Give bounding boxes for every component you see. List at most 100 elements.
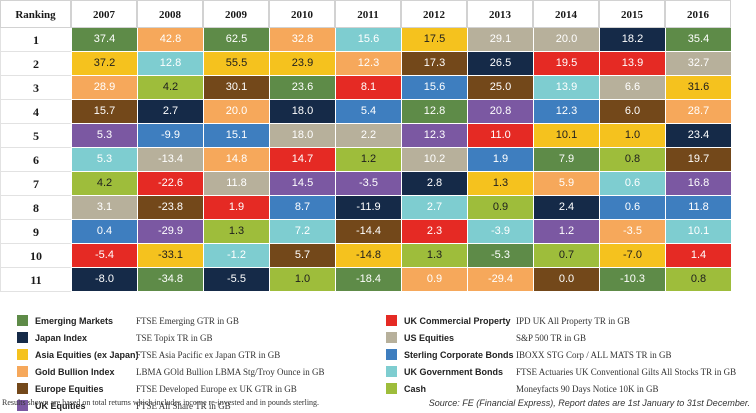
return-cell: -1.2: [204, 244, 269, 267]
return-cell: 4.2: [72, 172, 137, 195]
return-cell: 20.0: [204, 100, 269, 123]
return-cell: 12.8: [402, 100, 467, 123]
return-cell: 1.3: [402, 244, 467, 267]
year-header: 2015: [599, 0, 665, 28]
legend: Emerging Markets FTSE Emerging GTR in GB J…: [0, 313, 756, 413]
return-cell: 5.4: [336, 100, 401, 123]
legend-entry: Emerging Markets FTSE Emerging GTR in GB: [17, 314, 377, 328]
return-cell: 5.7: [270, 244, 335, 267]
legend-asset-name: Emerging Markets: [35, 316, 114, 326]
return-cell: 1.3: [204, 220, 269, 243]
legend-entry: UK Equities FTSE All Share TR in GB: [17, 399, 377, 413]
return-cell: -5.3: [468, 244, 533, 267]
legend-swatch: [386, 332, 397, 343]
rank-label: 10: [0, 244, 71, 268]
rank-label: 6: [0, 148, 71, 172]
legend-entry: US Equities S&P 500 TR in GB: [386, 331, 754, 345]
legend-swatch: [17, 383, 28, 394]
legend-entry: Asia Equities (ex Japan) FTSE Asia Pacifi…: [17, 348, 377, 362]
return-cell: 8.1: [336, 76, 401, 99]
return-cell: 5.3: [72, 148, 137, 171]
return-cell: 18.2: [600, 28, 665, 51]
return-cell: 0.6: [600, 172, 665, 195]
return-cell: 6.0: [600, 100, 665, 123]
return-cell: -33.1: [138, 244, 203, 267]
return-cell: 0.9: [402, 268, 467, 291]
return-cell: 0.7: [534, 244, 599, 267]
return-cell: 23.6: [270, 76, 335, 99]
return-cell: 23.4: [666, 124, 731, 147]
return-cell: 13.9: [600, 52, 665, 75]
year-header: 2016: [665, 0, 731, 28]
legend-index-name: FTSE Emerging GTR in GB: [136, 316, 239, 326]
return-cell: 1.0: [600, 124, 665, 147]
return-cell: 2.7: [138, 100, 203, 123]
legend-entry: UK Government Bonds FTSE Actuaries UK Con…: [386, 365, 754, 379]
return-cell: 35.4: [666, 28, 731, 51]
return-cell: 1.9: [468, 148, 533, 171]
return-cell: 11.0: [468, 124, 533, 147]
year-header: 2012: [401, 0, 467, 28]
legend-asset-name: Gold Bullion Index: [35, 367, 115, 377]
return-cell: 16.8: [666, 172, 731, 195]
return-cell: 18.0: [270, 124, 335, 147]
return-cell: 19.5: [534, 52, 599, 75]
return-cell: 5.9: [534, 172, 599, 195]
rank-label: 1: [0, 28, 71, 52]
legend-index-name: IBOXX STG Corp / ALL MATS TR in GB: [516, 350, 672, 360]
legend-index-name: FTSE Asia Pacific ex Japan GTR in GB: [136, 350, 281, 360]
return-cell: 1.9: [204, 196, 269, 219]
return-cell: 10.1: [534, 124, 599, 147]
return-cell: -5.4: [72, 244, 137, 267]
return-cell: -8.0: [72, 268, 137, 291]
return-cell: -14.8: [336, 244, 401, 267]
return-cell: 20.0: [534, 28, 599, 51]
rank-label: 3: [0, 76, 71, 100]
return-cell: 37.4: [72, 28, 137, 51]
return-cell: 25.0: [468, 76, 533, 99]
return-cell: 0.0: [534, 268, 599, 291]
return-cell: 23.9: [270, 52, 335, 75]
legend-asset-name: Sterling Corporate Bonds: [404, 350, 514, 360]
return-cell: 0.6: [600, 196, 665, 219]
legend-entry: UK Commercial Property IPD UK All Propert…: [386, 314, 754, 328]
return-cell: 55.5: [204, 52, 269, 75]
legend-swatch: [386, 349, 397, 360]
legend-asset-name: US Equities: [404, 333, 455, 343]
return-cell: 14.8: [204, 148, 269, 171]
legend-swatch: [17, 315, 28, 326]
return-cell: 1.0: [270, 268, 335, 291]
return-cell: -9.9: [138, 124, 203, 147]
return-cell: 0.9: [468, 196, 533, 219]
legend-asset-name: Cash: [404, 384, 427, 394]
return-cell: -29.4: [468, 268, 533, 291]
rank-label: 5: [0, 124, 71, 148]
return-cell: 31.6: [666, 76, 731, 99]
legend-swatch: [17, 349, 28, 360]
return-cell: 37.2: [72, 52, 137, 75]
return-cell: 14.7: [270, 148, 335, 171]
return-cell: 1.3: [468, 172, 533, 195]
return-cell: 12.3: [336, 52, 401, 75]
return-cell: -3.9: [468, 220, 533, 243]
return-cell: 10.1: [666, 220, 731, 243]
return-cell: 3.1: [72, 196, 137, 219]
return-cell: 12.8: [138, 52, 203, 75]
return-cell: 12.3: [402, 124, 467, 147]
legend-index-name: Moneyfacts 90 Days Notice 10K in GB: [516, 384, 659, 394]
year-header: 2009: [203, 0, 269, 28]
return-cell: -7.0: [600, 244, 665, 267]
legend-entry: Cash Moneyfacts 90 Days Notice 10K in GB: [386, 382, 754, 396]
return-cell: 15.7: [72, 100, 137, 123]
legend-index-name: LBMA GOld Bullion LBMA Stg/Troy Ounce in…: [136, 367, 325, 377]
year-header: 2008: [137, 0, 203, 28]
return-cell: 62.5: [204, 28, 269, 51]
return-cell: 2.8: [402, 172, 467, 195]
return-cell: 15.6: [402, 76, 467, 99]
legend-entry: Japan Index TSE Topix TR in GB: [17, 331, 377, 345]
return-cell: 28.9: [72, 76, 137, 99]
legend-asset-name: Asia Equities (ex Japan): [35, 350, 139, 360]
return-cell: -23.8: [138, 196, 203, 219]
return-cell: 4.2: [138, 76, 203, 99]
return-cell: 15.6: [336, 28, 401, 51]
